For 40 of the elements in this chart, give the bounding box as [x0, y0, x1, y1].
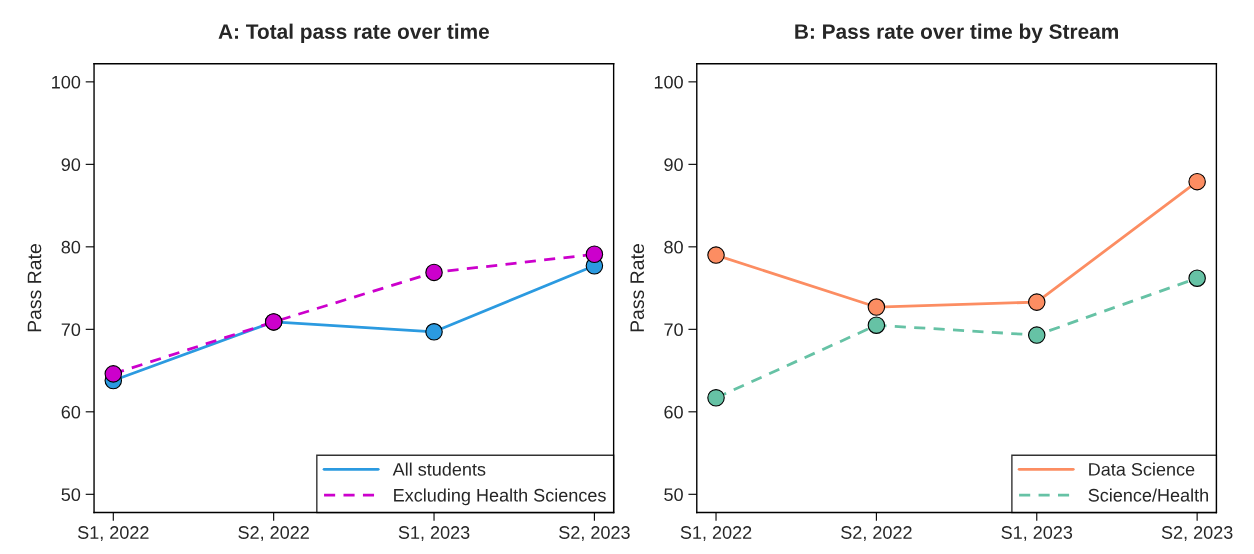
y-tick-label: 90 — [664, 158, 683, 172]
y-tick-label: 50 — [664, 488, 683, 502]
point — [425, 263, 443, 282]
legend-label: Excluding Health Sciences — [394, 488, 606, 506]
y-tick-label: 100 — [52, 75, 81, 89]
y-tick-label: 80 — [664, 240, 683, 254]
x-tick-label: S1, 2023 — [398, 526, 470, 542]
y-tick-label: 70 — [664, 323, 683, 337]
y-axis-title: Pass Rate — [630, 244, 645, 332]
x-tick-label: S2, 2022 — [841, 526, 912, 542]
point — [1188, 269, 1206, 287]
legend-label: Science/Health — [1088, 488, 1208, 502]
point — [585, 245, 604, 264]
point — [867, 316, 886, 334]
y-tick-label: 70 — [61, 323, 81, 337]
y-tick-label: 80 — [61, 240, 81, 254]
point — [425, 323, 443, 341]
y-tick-label: 90 — [61, 158, 81, 172]
point — [867, 298, 886, 316]
x-tick-label: S1, 2022 — [77, 526, 149, 542]
x-tick-label: S2, 2023 — [559, 526, 630, 542]
x-tick-label: S1, 2022 — [680, 526, 752, 542]
x-tick-label: S1, 2023 — [1001, 526, 1073, 542]
point — [1027, 326, 1046, 344]
y-tick-label: 50 — [61, 488, 81, 502]
x-tick-label: S2, 2022 — [238, 526, 309, 542]
point — [104, 365, 123, 383]
point — [707, 246, 725, 264]
legend-label: Data Science — [1089, 462, 1195, 476]
point — [707, 389, 725, 407]
y-tick-label: 100 — [654, 75, 683, 89]
y-tick-label: 60 — [61, 405, 81, 419]
point — [1188, 172, 1206, 191]
chart-title: B: Pass rate over time by Stream — [795, 23, 1118, 44]
x-tick-label: S2, 2023 — [1161, 526, 1233, 542]
y-axis-title: Pass Rate — [27, 244, 42, 332]
point — [1027, 293, 1046, 311]
y-tick-label: 60 — [664, 405, 683, 419]
chart-title: A: Total pass rate over time — [218, 23, 489, 44]
legend-label: All students — [392, 462, 486, 476]
